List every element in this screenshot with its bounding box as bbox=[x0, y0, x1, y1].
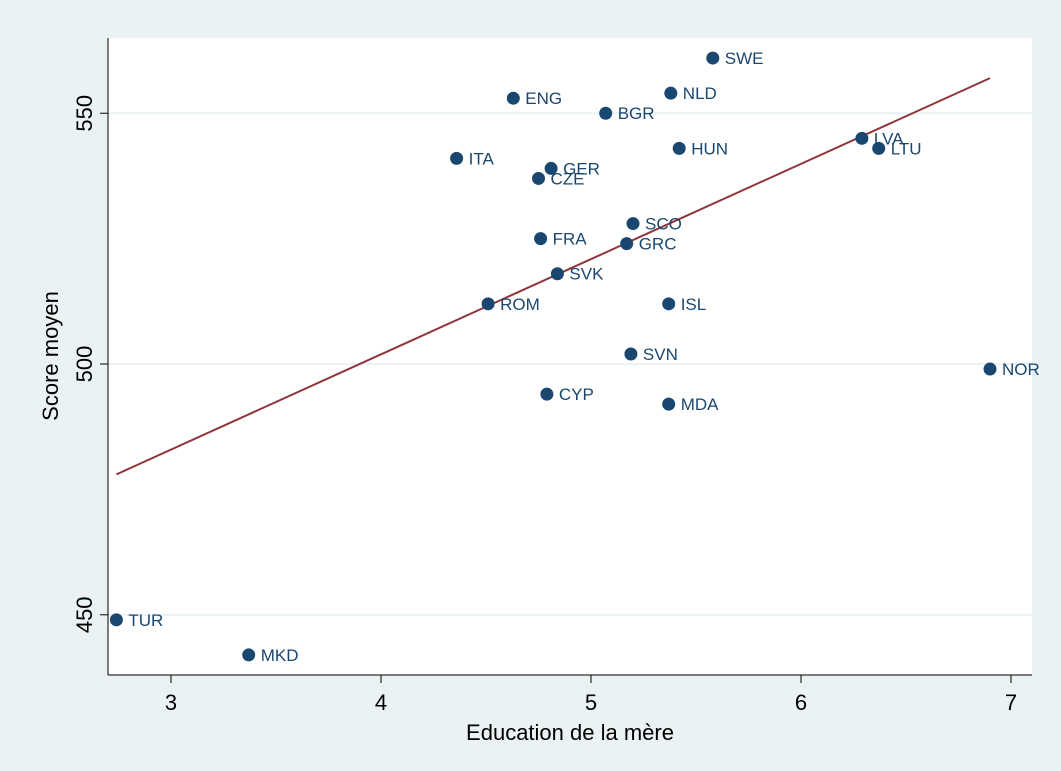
point-label-bgr: BGR bbox=[618, 104, 655, 123]
point-sco bbox=[626, 217, 640, 231]
point-svk bbox=[550, 267, 564, 281]
point-fra bbox=[534, 232, 548, 246]
point-label-isl: ISL bbox=[681, 295, 707, 314]
x-tick-label: 5 bbox=[585, 690, 597, 715]
point-label-hun: HUN bbox=[691, 139, 728, 158]
y-tick-label: 500 bbox=[72, 346, 97, 383]
point-label-ita: ITA bbox=[469, 149, 495, 168]
point-label-mkd: MKD bbox=[261, 646, 299, 665]
x-tick-label: 3 bbox=[165, 690, 177, 715]
point-label-ger: GER bbox=[563, 159, 600, 178]
point-eng bbox=[506, 91, 520, 105]
x-tick-label: 4 bbox=[375, 690, 387, 715]
grid-layer bbox=[108, 112, 1032, 616]
point-label-swe: SWE bbox=[725, 49, 764, 68]
point-label-nld: NLD bbox=[683, 84, 717, 103]
point-label-cze: CZE bbox=[551, 169, 585, 188]
point-label-nor: NOR bbox=[1002, 360, 1040, 379]
point-nld bbox=[664, 86, 678, 100]
x-tick-label: 7 bbox=[1005, 690, 1017, 715]
point-grc bbox=[620, 237, 634, 251]
point-ger bbox=[544, 161, 558, 175]
x-tick-label: 6 bbox=[795, 690, 807, 715]
point-label-tur: TUR bbox=[128, 611, 163, 630]
point-ltu bbox=[872, 141, 886, 155]
point-rom bbox=[481, 297, 495, 311]
point-isl bbox=[662, 297, 676, 311]
point-label-grc: GRC bbox=[639, 235, 677, 254]
point-hun bbox=[672, 141, 686, 155]
point-label-svk: SVK bbox=[569, 265, 604, 284]
point-ita bbox=[450, 151, 464, 165]
point-mkd bbox=[242, 648, 256, 662]
point-label-fra: FRA bbox=[553, 230, 588, 249]
point-label-cyp: CYP bbox=[559, 385, 594, 404]
point-nor bbox=[983, 362, 997, 376]
point-tur bbox=[109, 613, 123, 627]
point-swe bbox=[706, 51, 720, 65]
point-bgr bbox=[599, 106, 613, 120]
point-label-rom: ROM bbox=[500, 295, 540, 314]
x-axis-title: Education de la mère bbox=[466, 720, 674, 745]
point-label-mda: MDA bbox=[681, 395, 719, 414]
point-mda bbox=[662, 397, 676, 411]
point-cze bbox=[532, 171, 545, 185]
point-label-ltu: LTU bbox=[891, 139, 922, 158]
point-label-sco: SCO bbox=[645, 215, 682, 234]
point-cyp bbox=[540, 387, 554, 401]
y-tick-label: 550 bbox=[72, 95, 97, 132]
point-label-eng: ENG bbox=[525, 89, 562, 108]
y-axis-title: Score moyen bbox=[38, 291, 63, 421]
tick-layer: 450 500 550 3 4 5 6 7 bbox=[72, 95, 1017, 715]
point-svn bbox=[624, 347, 638, 361]
point-lva bbox=[855, 131, 869, 145]
point-label-svn: SVN bbox=[643, 345, 678, 364]
y-tick-label: 450 bbox=[72, 596, 97, 633]
